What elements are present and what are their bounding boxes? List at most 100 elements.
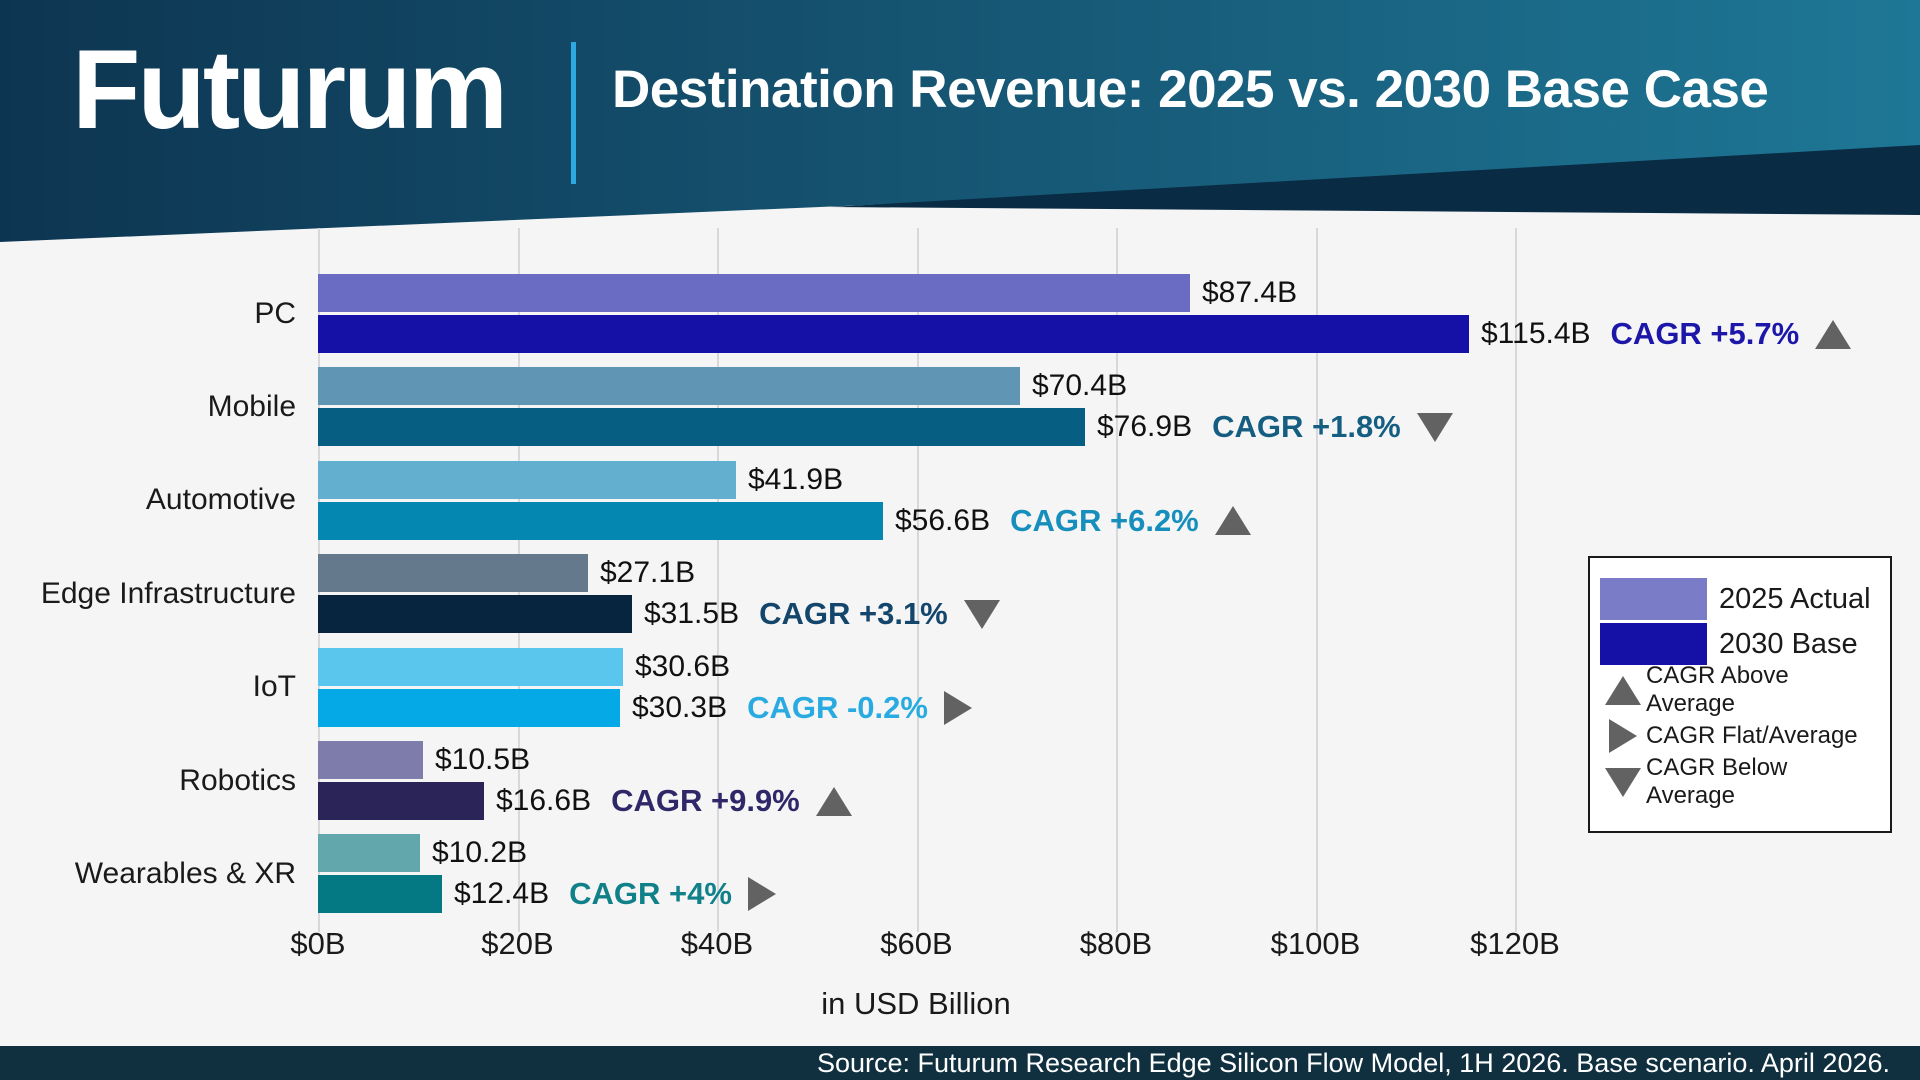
bar-row-2030: $56.6B CAGR +6.2%	[318, 501, 1251, 540]
value-label: $30.3B	[632, 690, 728, 724]
x-tick-$60B: $60B	[880, 926, 953, 961]
bar-edge-infrastructure-2025	[318, 554, 588, 593]
cagr-label: CAGR +9.9%	[611, 783, 800, 818]
legend-label: 2030 Base	[1719, 627, 1858, 660]
gridline-$40B	[717, 228, 719, 932]
cagr-label: CAGR +5.7%	[1610, 316, 1800, 351]
bar-row-2030: $31.5B CAGR +3.1%	[318, 595, 1000, 634]
cagr-label: CAGR -0.2%	[747, 689, 928, 725]
bar-mobile-2030	[318, 408, 1085, 447]
bar-row-2025: $70.4B	[318, 367, 1453, 406]
header-background-shapes	[0, 0, 1920, 242]
value-label: $16.6B	[496, 784, 592, 817]
bar-mobile-2025	[318, 367, 1020, 406]
cagr-right-triangle-icon	[943, 690, 972, 725]
value-label: $41.9B	[748, 462, 844, 496]
legend-marker-label: CAGR Flat/Average	[1646, 722, 1858, 749]
bar-group-edge-infrastructure: $27.1B $31.5B CAGR +3.1%	[318, 554, 1000, 636]
bar-automotive-2025	[318, 460, 736, 499]
bar-row-2030: $115.4B CAGR +5.7%	[318, 315, 1852, 353]
cagr-label: CAGR +1.8%	[1212, 409, 1401, 445]
source-text: Source: Futurum Research Edge Silicon Fl…	[816, 1047, 1890, 1078]
bar-group-automotive: $41.9B $56.6B CAGR +6.2%	[318, 460, 1251, 543]
cagr-up-triangle-icon	[815, 786, 852, 816]
futurum-logo: Futurum	[72, 27, 508, 152]
bar-row-2025: $41.9B	[318, 460, 1251, 499]
value-label: $10.2B	[432, 836, 528, 870]
header-gradient-band	[0, 0, 1920, 242]
cagr-label: CAGR +4%	[569, 876, 732, 912]
bar-row-2030: $12.4B CAGR +4%	[318, 875, 776, 914]
down-triangle-icon	[1605, 767, 1641, 797]
bar-pc-2030	[318, 315, 1469, 353]
bar-row-2025: $10.5B	[318, 741, 852, 779]
x-tick-$120B: $120B	[1470, 926, 1560, 961]
cagr-up-triangle-icon	[1815, 319, 1852, 349]
bar-row-2030: $76.9B CAGR +1.8%	[318, 408, 1453, 447]
legend-item: 2030 Base	[1600, 623, 1880, 665]
bar-robotics-2030	[318, 782, 484, 820]
bar-iot-2030	[318, 688, 620, 727]
up-triangle-icon	[1605, 675, 1641, 705]
bar-row-2030: $30.3B CAGR -0.2%	[318, 688, 972, 727]
legend-item: 2025 Actual	[1600, 578, 1880, 620]
bar-row-2025: $87.4B	[318, 274, 1851, 312]
legend-swatch-2025	[1600, 578, 1707, 620]
x-tick-$0B: $0B	[290, 926, 346, 961]
bar-wearables-xr-2030	[318, 875, 442, 914]
bar-row-2030: $16.6B CAGR +9.9%	[318, 782, 852, 820]
category-label-iot: IoT	[252, 670, 296, 704]
header-banner: Futurum Destination Revenue: 2025 vs. 20…	[0, 0, 1920, 260]
bar-group-iot: $30.6B $30.3B CAGR -0.2%	[318, 647, 972, 730]
bar-row-2025: $30.6B	[318, 647, 972, 686]
cagr-label: CAGR +3.1%	[759, 596, 948, 632]
legend-label: 2025 Actual	[1719, 582, 1871, 615]
gridline-$80B	[1116, 228, 1118, 932]
value-label: $30.6B	[635, 649, 731, 683]
gridline-$100B	[1315, 228, 1318, 932]
category-label-edge-infrastructure: Edge Infrastructure	[40, 576, 296, 610]
value-label: $87.4B	[1202, 276, 1298, 309]
value-label: $27.1B	[600, 556, 696, 590]
x-tick-$100B: $100B	[1270, 926, 1361, 961]
value-label: $56.6B	[895, 503, 991, 537]
header-divider-line	[571, 42, 576, 184]
cagr-label: CAGR +6.2%	[1010, 502, 1199, 538]
bar-iot-2025	[318, 647, 623, 686]
bar-pc-2025	[318, 274, 1190, 312]
bar-group-robotics: $10.5B $16.6B CAGR +9.9%	[318, 741, 852, 823]
legend-box: 2025 Actual 2030 Base CAGR Above Average CA…	[1588, 556, 1892, 833]
cagr-down-triangle-icon	[963, 599, 1000, 629]
bar-edge-infrastructure-2030	[318, 595, 632, 634]
category-label-robotics: Robotics	[179, 763, 296, 797]
gridline-$60B	[916, 228, 919, 932]
legend-marker-label: CAGR Below Average	[1646, 754, 1788, 809]
bar-wearables-xr-2025	[318, 834, 420, 873]
bar-group-mobile: $70.4B $76.9B CAGR +1.8%	[318, 367, 1453, 449]
cagr-right-triangle-icon	[747, 877, 776, 912]
value-label: $12.4B	[454, 877, 550, 911]
x-tick-$80B: $80B	[1079, 926, 1153, 961]
right-triangle-icon	[1609, 719, 1637, 753]
legend-marker-item: CAGR Flat/Average	[1600, 714, 1880, 758]
value-label: $115.4B	[1481, 317, 1591, 350]
bar-group-pc: $87.4B $115.4B CAGR +5.7%	[318, 274, 1852, 356]
bar-group-wearables-xr: $10.2B $12.4B CAGR +4%	[318, 834, 776, 916]
x-axis-label: in USD Billion	[821, 986, 1011, 1021]
value-label: $31.5B	[644, 597, 740, 631]
legend-marker-label: CAGR Above Average	[1646, 662, 1789, 717]
category-label-automotive: Automotive	[145, 483, 296, 517]
category-label-wearables-xr: Wearables & XR	[74, 856, 296, 890]
header-navy-wedge	[830, 145, 1920, 215]
bar-row-2025: $10.2B	[318, 834, 776, 873]
value-label: $70.4B	[1032, 369, 1128, 403]
x-tick-$40B: $40B	[680, 926, 754, 961]
cagr-up-triangle-icon	[1214, 506, 1251, 536]
bar-row-2025: $27.1B	[318, 554, 1000, 593]
value-label: $76.9B	[1097, 410, 1193, 444]
page-title: Destination Revenue: 2025 vs. 2030 Base …	[612, 60, 1769, 119]
category-label-pc: PC	[254, 296, 296, 330]
legend-marker-item: CAGR Above Average	[1600, 662, 1880, 717]
legend-marker-item: CAGR Below Average	[1600, 754, 1880, 809]
bar-automotive-2030	[318, 501, 883, 540]
